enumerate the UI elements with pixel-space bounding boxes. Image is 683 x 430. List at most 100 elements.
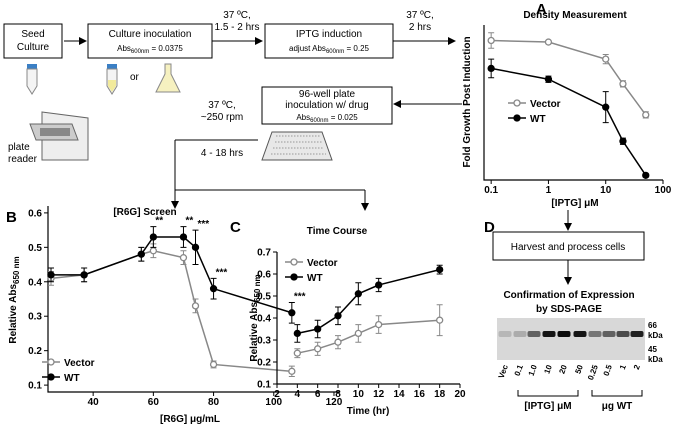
gel-band	[573, 331, 587, 337]
data-point	[619, 137, 627, 145]
x-tick-label: 18	[434, 389, 446, 400]
x-tick-label: 60	[148, 397, 160, 408]
box-label: inoculation w/ drug	[285, 100, 368, 111]
data-point	[375, 320, 383, 329]
plate-reader	[29, 111, 89, 161]
lane-label: 50	[573, 363, 585, 375]
y-axis-label-text: Fold Growth Post Induction	[462, 36, 473, 167]
step-label: 1.5 - 2 hrs	[214, 22, 259, 33]
significance-label: **	[155, 216, 163, 227]
data-point	[602, 103, 610, 111]
x-tick-label: 10	[353, 389, 365, 400]
significance-label: ***	[216, 267, 228, 278]
x-tick-label: 0.1	[484, 185, 498, 196]
gel-title: Confirmation of Expression	[503, 290, 634, 301]
lane-label: 20	[557, 363, 569, 375]
x-axis-label: [IPTG] μM	[551, 198, 598, 209]
legend-marker	[290, 258, 298, 266]
tube	[106, 64, 118, 95]
x-tick-label: 12	[373, 389, 385, 400]
y-tick-label: 0.5	[28, 243, 42, 254]
x-tick-label: 2	[274, 389, 280, 400]
legend-marker	[513, 114, 521, 122]
box-label: Culture	[17, 42, 50, 53]
x-axis-label: Time (hr)	[347, 406, 390, 417]
step-label: 37 ºC,	[406, 10, 434, 21]
y-tick-label: 0.7	[257, 248, 271, 259]
step-label: 37 ºC,	[223, 10, 251, 21]
x-tick-label: 80	[208, 397, 220, 408]
well-plate	[261, 131, 333, 161]
data-point	[293, 329, 301, 338]
y-tick-label: 0.6	[257, 270, 271, 281]
chart-title: Time Course	[307, 226, 368, 237]
legend-label: WT	[64, 373, 80, 384]
y-tick-label: 0.3	[257, 336, 271, 347]
data-point	[191, 243, 200, 251]
gel-title: by SDS-PAGE	[536, 304, 602, 315]
flask	[155, 63, 181, 93]
data-point	[209, 360, 218, 369]
reader-label: plate	[8, 142, 30, 153]
x-tick-label: 6	[315, 389, 321, 400]
box	[3, 23, 63, 59]
tube	[26, 64, 38, 95]
data-point	[354, 290, 362, 298]
gel-band	[602, 331, 616, 337]
box	[261, 86, 393, 125]
legend-marker	[513, 99, 521, 107]
gel-panel: Harvest and process cells Confirmation o…	[492, 210, 663, 412]
gel-band	[527, 331, 541, 337]
gel-band	[542, 331, 556, 337]
significance-label: ***	[198, 219, 210, 230]
y-tick-label: 0.2	[257, 358, 271, 369]
data-point	[375, 281, 383, 289]
data-point	[288, 367, 296, 375]
data-point	[436, 316, 444, 324]
chart: Density Measurement [IPTG] μM Fold Growth …	[462, 10, 672, 209]
y-axis-label-sub: 650 nm	[12, 256, 21, 284]
significance-label: ***	[294, 291, 306, 302]
y-axis-label-text: Relative Abs	[8, 284, 19, 344]
panel-label: D	[484, 219, 495, 236]
data-point	[436, 265, 444, 274]
box-label: Culture inoculation	[109, 29, 192, 40]
bracket	[591, 390, 643, 397]
legend-label: Vector	[530, 99, 561, 110]
data-point	[209, 285, 218, 293]
lane-label: 1.0	[527, 363, 539, 377]
data-point	[80, 271, 88, 279]
step-label: ~250 rpm	[201, 112, 244, 123]
y-tick-label: 0.1	[28, 381, 42, 392]
y-tick-label: 0.4	[28, 277, 42, 288]
gel-band	[630, 331, 644, 337]
data-point	[334, 312, 342, 320]
data-point	[354, 329, 362, 338]
legend-marker	[47, 358, 55, 366]
x-tick-label: 100	[655, 185, 672, 196]
data-point	[179, 233, 188, 241]
data-point	[544, 75, 553, 83]
x-tick-label: 4	[295, 389, 301, 400]
legend-label: WT	[307, 273, 323, 284]
flow-diagram: Seed Culture Culture inoculation Abs600n…	[3, 10, 462, 211]
x-tick-label: 20	[454, 389, 466, 400]
gel-band	[498, 331, 512, 337]
data-point	[149, 233, 158, 241]
axis	[483, 25, 663, 181]
data-point	[47, 271, 55, 279]
lane-label: 0.1	[513, 363, 525, 377]
legend-marker	[290, 273, 298, 281]
legend-label: Vector	[307, 258, 338, 269]
lane-label: 2	[632, 363, 642, 371]
legend-label: WT	[530, 114, 546, 125]
y-tick-label: 0.6	[28, 208, 42, 219]
gel-band	[616, 331, 630, 337]
lane-label: 0.5	[602, 363, 614, 377]
box-note: Abs600nm = 0.0375	[117, 44, 183, 55]
y-tick-label: 0.2	[28, 346, 42, 357]
marker-label: 66	[648, 321, 657, 330]
y-axis-label: Relative Abs650 nm	[249, 274, 262, 361]
y-tick-label: 0.3	[28, 312, 42, 323]
box-note: adjust Abs600nm = 0.25	[289, 44, 370, 55]
